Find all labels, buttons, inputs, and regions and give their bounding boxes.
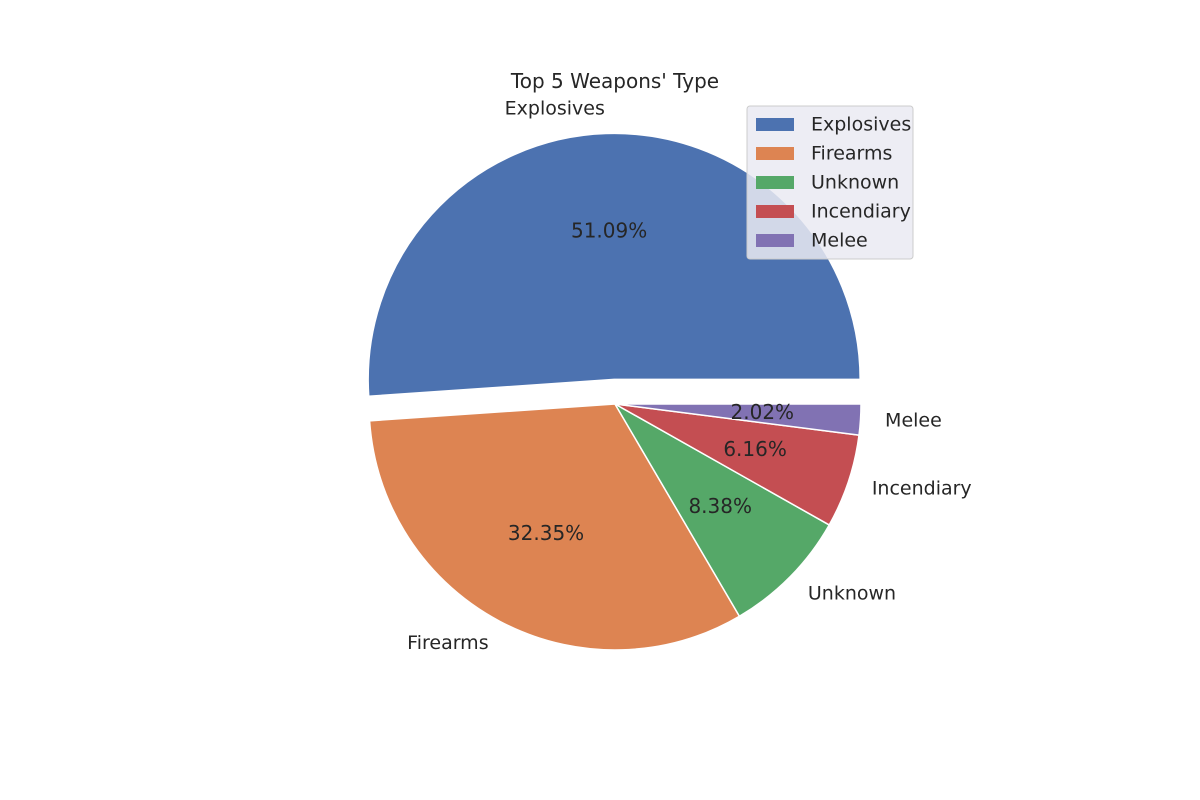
slice-labels: Explosives Firearms Unknown Incendiary Melee [407, 97, 972, 653]
percent-label-explosives: 51.09% [571, 218, 647, 242]
percent-label-melee: 2.02% [731, 400, 795, 424]
percent-label-firearms: 32.35% [508, 521, 584, 545]
legend: Explosives Firearms Unknown Incendiary Melee [746, 105, 914, 260]
slice-explosives [367, 132, 861, 398]
slice-unknown [612, 401, 831, 618]
slice-label-firearms: Firearms [407, 632, 488, 654]
slice-label-unknown: Unknown [808, 582, 896, 604]
slice-label-incendiary: Incendiary [872, 478, 972, 500]
legend-entry-unknown: Unknown [811, 172, 899, 194]
slice-firearms [368, 403, 741, 651]
chart-title: Top 5 Weapons' Type [510, 69, 719, 93]
legend-swatch-explosives [756, 118, 794, 131]
legend-swatch-unknown [756, 176, 794, 189]
percent-label-incendiary: 6.16% [723, 437, 787, 461]
legend-entry-explosives: Explosives [811, 114, 911, 136]
percent-labels: 51.09% 32.35% 8.38% 6.16% 2.02% [508, 218, 794, 545]
percent-label-unknown: 8.38% [688, 494, 752, 518]
legend-swatch-incendiary [756, 205, 794, 218]
slice-label-explosives: Explosives [505, 97, 605, 119]
pie-slices [367, 132, 862, 651]
legend-box [746, 105, 914, 260]
legend-entry-firearms: Firearms [811, 143, 892, 165]
slice-melee [614, 403, 862, 436]
legend-swatch-melee [756, 234, 794, 247]
legend-entry-incendiary: Incendiary [811, 201, 911, 223]
legend-swatch-firearms [756, 147, 794, 160]
slice-label-melee: Melee [885, 410, 942, 432]
legend-entry-melee: Melee [811, 230, 868, 252]
